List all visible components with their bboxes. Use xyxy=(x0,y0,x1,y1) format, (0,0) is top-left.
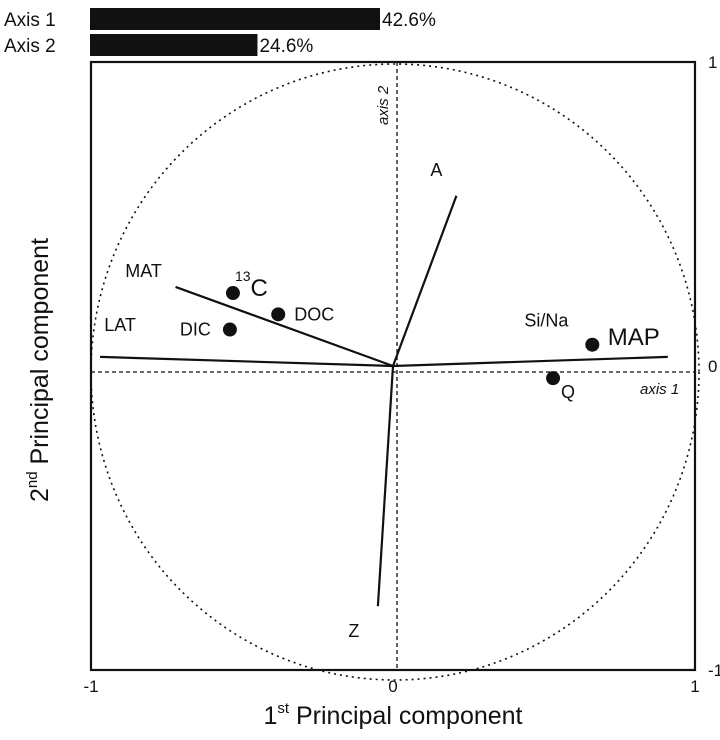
y-tick-0: 0 xyxy=(708,357,717,376)
sample-points: 13C DOC DIC Si/Na Q xyxy=(180,268,599,402)
x-tick-1: 1 xyxy=(690,677,699,696)
axis-1-inner-label: axis 1 xyxy=(640,381,679,398)
point-label-13c: 13C xyxy=(235,268,268,302)
point-si-na xyxy=(585,338,599,352)
variance-label-axis-2: Axis 2 xyxy=(4,36,56,57)
variance-label-axis-1: Axis 1 xyxy=(4,10,56,31)
point-label-si-na: Si/Na xyxy=(524,311,569,331)
loading-label-map: MAP xyxy=(608,324,660,351)
y-axis-title: 2nd Principal component xyxy=(24,238,54,502)
axis-2-inner-label: axis 2 xyxy=(375,85,392,125)
y-axis-title-rest: Principal component xyxy=(26,238,54,472)
variance-bar-axis-2 xyxy=(90,34,257,56)
point-13c xyxy=(226,286,240,300)
loading-vectors: MAP A MAT LAT Z xyxy=(100,160,668,641)
point-label-q: Q xyxy=(561,382,575,402)
x-axis-title-main: 1 xyxy=(263,702,277,730)
point-dic xyxy=(223,323,237,337)
y-tick-1: -1 xyxy=(708,661,720,680)
x-tick-0: 0 xyxy=(388,677,397,696)
x-tick-1: -1 xyxy=(83,677,98,696)
point-doc xyxy=(271,307,285,321)
loading-vector-z xyxy=(378,366,393,606)
point-label-dic: DIC xyxy=(180,320,211,340)
point-label-doc: DOC xyxy=(294,304,334,324)
loading-vector-a xyxy=(393,196,456,366)
loading-label-z: Z xyxy=(348,621,359,641)
variance-value-axis-2: 24.6% xyxy=(259,36,313,57)
loading-label-mat: MAT xyxy=(125,261,162,281)
variance-value-axis-1: 42.6% xyxy=(382,10,436,31)
variance-bar-axis-1 xyxy=(90,8,380,30)
loading-label-lat: LAT xyxy=(104,315,136,335)
tick-labels: -1 0 1 1 0 -1 xyxy=(83,53,720,696)
loading-vector-lat xyxy=(100,357,393,366)
loading-label-a: A xyxy=(430,160,442,180)
loading-vector-map xyxy=(393,357,668,366)
y-tick-1: 1 xyxy=(708,53,717,72)
x-axis-title: 1st Principal component xyxy=(263,700,522,730)
y-axis-title-main: 2 xyxy=(26,488,54,502)
variance-bars: Axis 1 42.6% Axis 2 24.6% xyxy=(4,8,436,57)
point-q xyxy=(546,371,560,385)
x-axis-title-sup: st xyxy=(277,700,290,717)
y-axis-title-sup: nd xyxy=(24,471,41,488)
x-axis-title-rest: Principal component xyxy=(289,702,523,730)
